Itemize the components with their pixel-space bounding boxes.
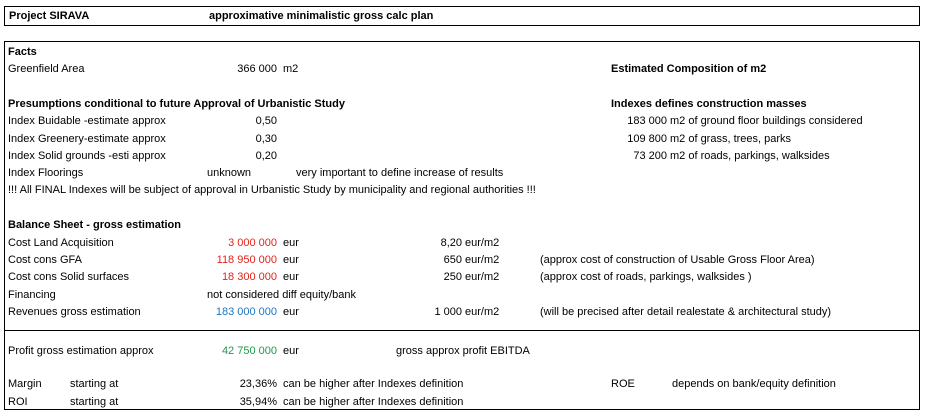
cost-land-unit: eur: [283, 237, 299, 249]
cost-land-label: Cost Land Acquisition: [8, 237, 114, 249]
roi-value: 35,94%: [239, 396, 277, 408]
financing-label: Financing: [8, 289, 56, 301]
cost-gfa-rate: 650: [443, 254, 462, 266]
margin-value: 23,36%: [239, 378, 277, 390]
index-floorings-label: Index Floorings: [8, 167, 84, 179]
cost-land-rate-unit: eur/m2: [465, 237, 500, 249]
revenues-label: Revenues gross estimation: [8, 306, 141, 318]
cost-solid-note: (approx cost of roads, parkings, walksid…: [540, 271, 752, 283]
cost-solid-rate-unit: eur/m2: [465, 271, 500, 283]
roi-note: can be higher after Indexes definition: [283, 396, 464, 408]
index-solid-value: 0,20: [255, 150, 277, 162]
project-title: Project SIRAVA: [9, 10, 90, 22]
cost-gfa-value: 118 950 000: [216, 254, 277, 266]
plan-subtitle: approximative minimalistic gross calc pl…: [209, 10, 434, 22]
index-greenery-m2: 109 800: [627, 133, 667, 145]
cost-solid-rate: 250: [443, 271, 462, 283]
facts-heading: Facts: [8, 46, 37, 58]
revenues-rate-unit: eur/m2: [465, 306, 500, 318]
cost-solid-unit: eur: [283, 271, 299, 283]
profit-unit: eur: [283, 345, 299, 357]
margin-label: Margin: [8, 378, 42, 390]
index-solid-desc: m2 of roads, parkings, walksides: [670, 150, 830, 162]
profit-value: 42 750 000: [221, 345, 277, 357]
cost-solid-label: Cost cons Solid surfaces: [8, 271, 130, 283]
cost-land-value: 3 000 000: [228, 237, 277, 249]
cost-gfa-unit: eur: [283, 254, 299, 266]
cost-gfa-label: Cost cons GFA: [8, 254, 82, 266]
roe-note: depends on bank/equity definition: [672, 378, 836, 390]
index-solid-label: Index Solid grounds -esti approx: [8, 150, 166, 162]
cost-land-rate: 8,20: [440, 237, 462, 249]
header-box: [4, 6, 920, 26]
balance-heading: Balance Sheet - gross estimation: [8, 219, 181, 231]
greenfield-value: 366 000: [237, 63, 277, 75]
main-box: [4, 41, 920, 410]
indexes-heading: Indexes defines construction masses: [611, 98, 807, 110]
index-buildable-desc: m2 of ground floor buildings considered: [670, 115, 863, 127]
index-buildable-value: 0,50: [255, 115, 277, 127]
composition-heading: Estimated Composition of m2: [611, 63, 767, 75]
revenues-value: 183 000 000: [215, 306, 277, 318]
cost-gfa-note: (approx cost of construction of Usable G…: [540, 254, 815, 266]
roe-label: ROE: [611, 378, 635, 390]
index-buildable-m2: 183 000: [627, 115, 667, 127]
revenues-note: (will be precised after detail realestat…: [540, 306, 832, 318]
greenfield-unit: m2: [283, 63, 299, 75]
index-floorings-value: unknown: [207, 167, 252, 179]
index-floorings-note: very important to define increase of res…: [296, 167, 504, 179]
cost-solid-value: 18 300 000: [221, 271, 277, 283]
roi-label: ROI: [8, 396, 28, 408]
index-greenery-desc: m2 of grass, trees, parks: [670, 133, 792, 145]
index-solid-m2: 73 200: [633, 150, 667, 162]
revenues-rate: 1 000: [434, 306, 462, 318]
presumptions-heading: Presumptions conditional to future Appro…: [8, 98, 345, 110]
index-buildable-label: Index Buidable -estimate approx: [8, 115, 166, 127]
roi-start: starting at: [70, 396, 119, 408]
profit-note: gross approx profit EBITDA: [396, 345, 530, 357]
revenues-unit: eur: [283, 306, 299, 318]
cost-gfa-rate-unit: eur/m2: [465, 254, 500, 266]
divider-results: [4, 330, 920, 331]
financing-note: not considered diff equity/bank: [207, 289, 357, 301]
profit-label: Profit gross estimation approx: [8, 345, 154, 357]
margin-start: starting at: [70, 378, 119, 390]
index-greenery-label: Index Greenery-estimate approx: [8, 133, 166, 145]
approval-note: !!! All FINAL Indexes will be subject of…: [8, 184, 536, 196]
greenfield-label: Greenfield Area: [8, 63, 85, 75]
margin-note: can be higher after Indexes definition: [283, 378, 464, 390]
index-greenery-value: 0,30: [255, 133, 277, 145]
